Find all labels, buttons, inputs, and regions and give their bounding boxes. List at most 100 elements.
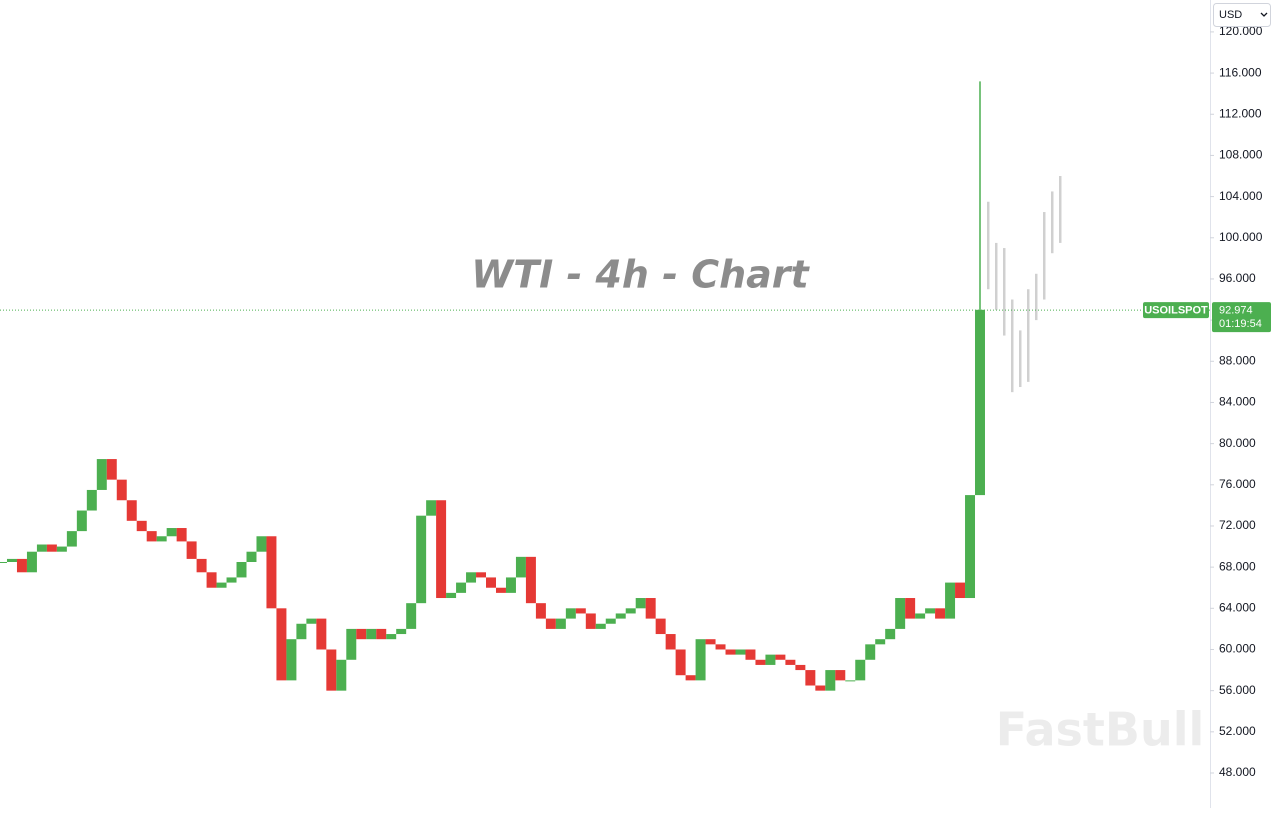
projection-bar xyxy=(1043,212,1046,300)
candle xyxy=(166,528,177,537)
candle xyxy=(406,603,417,629)
candle xyxy=(585,613,596,629)
candle xyxy=(236,561,247,578)
y-tick-label: 52.000 xyxy=(1219,724,1256,738)
candle xyxy=(885,628,896,640)
y-tick-label: 80.000 xyxy=(1219,436,1256,450)
candle xyxy=(595,623,606,629)
candle xyxy=(486,577,496,588)
candle xyxy=(136,520,147,532)
candle xyxy=(695,639,706,681)
candle xyxy=(905,598,916,619)
projection-bar xyxy=(1051,191,1054,254)
projection-bar xyxy=(1059,176,1062,243)
candle xyxy=(276,608,287,681)
candle xyxy=(495,587,506,593)
candle xyxy=(466,572,477,583)
y-tick-label: 100.000 xyxy=(1219,230,1263,244)
countdown-label: 01:19:54 xyxy=(1219,318,1262,330)
candle xyxy=(386,634,397,640)
candle xyxy=(306,618,317,624)
candle xyxy=(96,459,107,490)
candle xyxy=(56,546,67,552)
y-tick-label: 72.000 xyxy=(1219,518,1256,532)
candle xyxy=(476,572,487,578)
candle xyxy=(735,649,746,655)
candle xyxy=(156,536,167,542)
candle xyxy=(945,582,956,619)
y-tick-label: 76.000 xyxy=(1219,477,1256,491)
candle xyxy=(835,670,846,681)
candle xyxy=(366,628,377,640)
y-tick-label: 104.000 xyxy=(1219,189,1263,203)
candle xyxy=(535,603,546,619)
projection-bar xyxy=(1027,289,1030,382)
candle xyxy=(825,670,836,691)
candle xyxy=(66,531,77,547)
candle xyxy=(26,551,37,573)
candle xyxy=(206,572,217,588)
candle xyxy=(565,608,576,619)
candle xyxy=(396,628,407,635)
candle xyxy=(86,489,97,511)
candle xyxy=(46,544,57,552)
candle xyxy=(116,479,127,501)
y-tick-label: 84.000 xyxy=(1219,395,1256,409)
candle xyxy=(745,649,756,660)
candle xyxy=(336,659,347,691)
candle xyxy=(725,649,736,655)
currency-label[interactable]: USD xyxy=(1219,9,1242,21)
currency-box[interactable] xyxy=(1213,3,1271,27)
candle xyxy=(515,556,526,578)
candle xyxy=(685,675,696,681)
candle xyxy=(605,618,616,624)
candle xyxy=(106,459,117,480)
y-tick-label: 116.000 xyxy=(1219,65,1262,79)
candle xyxy=(176,528,187,542)
candle xyxy=(196,558,207,573)
currency-select[interactable]: USD xyxy=(1213,3,1271,27)
y-tick-label: 64.000 xyxy=(1219,600,1256,614)
watermark: FastBull xyxy=(996,703,1204,757)
candle xyxy=(915,613,926,619)
y-tick-label: 56.000 xyxy=(1219,683,1256,697)
candle xyxy=(216,582,227,588)
candle xyxy=(436,500,447,599)
price-label: 92.974 xyxy=(1219,304,1253,316)
candle xyxy=(545,618,556,629)
y-tick-label: 88.000 xyxy=(1219,353,1256,367)
candle xyxy=(6,558,17,562)
candle xyxy=(146,531,157,542)
candle xyxy=(575,608,586,614)
candle xyxy=(16,558,27,573)
symbol-label: USOILSPOT xyxy=(1144,304,1208,316)
candle xyxy=(805,670,816,686)
candle xyxy=(446,592,457,599)
y-tick-label: 48.000 xyxy=(1219,765,1256,779)
y-tick-label: 68.000 xyxy=(1219,559,1256,573)
price-box xyxy=(1212,302,1271,333)
projection-bar xyxy=(1003,248,1006,336)
candle xyxy=(655,618,666,635)
candle xyxy=(665,634,676,650)
candle xyxy=(865,644,876,660)
candle xyxy=(625,608,636,614)
candle xyxy=(895,598,906,629)
candle xyxy=(645,598,656,619)
candle xyxy=(226,577,237,583)
candle xyxy=(675,649,686,676)
projection-bar xyxy=(1019,330,1022,388)
symbol-box xyxy=(1143,302,1209,319)
y-tick-label: 96.000 xyxy=(1219,271,1256,285)
candle xyxy=(955,582,966,599)
candle xyxy=(815,685,826,691)
chevron[interactable] xyxy=(1260,12,1268,17)
candle xyxy=(525,556,536,604)
candle xyxy=(875,639,886,645)
candle xyxy=(256,536,267,552)
candle xyxy=(755,659,766,665)
candle xyxy=(845,680,856,682)
candle xyxy=(935,608,946,619)
